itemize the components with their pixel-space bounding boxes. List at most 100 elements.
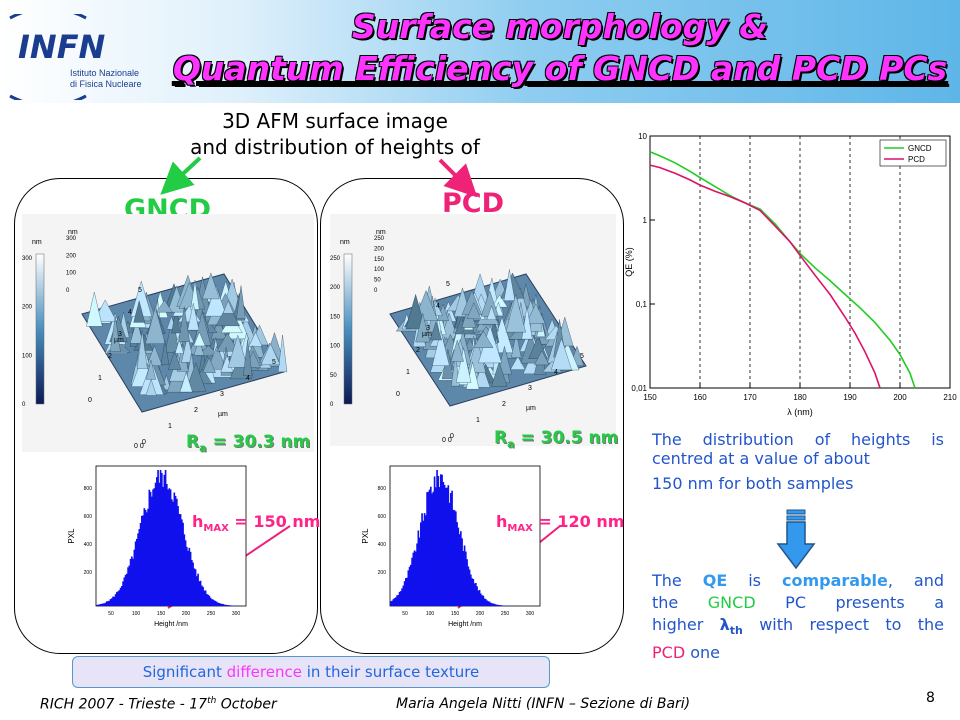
afm-y-tick: 3	[118, 331, 122, 338]
pcd-hmax: hMAX = 120 nm	[496, 512, 625, 535]
hist-bar	[144, 509, 147, 606]
hist-x-tick: 100	[426, 611, 435, 617]
hist-bar	[228, 605, 231, 606]
afm-peak	[145, 306, 166, 344]
hist-bar	[212, 599, 214, 606]
afm-peak	[222, 300, 234, 314]
hist-bar	[224, 604, 227, 606]
hist-bar	[161, 472, 163, 606]
afm-x-tick: 3	[528, 385, 532, 392]
afm-peak	[405, 293, 426, 330]
hist-x-tick: 200	[476, 611, 485, 617]
hist-y-tick: 800	[378, 486, 387, 492]
qe-y-tick: 1	[643, 216, 648, 225]
hist-bar	[463, 545, 466, 606]
hist-bar	[411, 557, 413, 606]
hist-bar	[226, 604, 228, 606]
hist-bar	[114, 594, 117, 606]
afm-peak	[174, 338, 184, 354]
afm-x-tick: 1	[476, 417, 480, 424]
afm-peak	[129, 319, 144, 344]
afm-peak	[473, 330, 494, 348]
gncd-pointer-arrow	[160, 156, 202, 195]
hist-bar	[417, 530, 420, 606]
afm-x-tick: 1	[168, 423, 172, 430]
hist-bar	[465, 551, 467, 606]
qe-y-tick: 0,1	[636, 300, 648, 309]
hist-x-label: Height /nm	[448, 621, 482, 628]
hist-bar	[395, 597, 397, 606]
hist-bar	[179, 514, 182, 606]
hist-bar	[149, 491, 152, 606]
hist-bar	[208, 595, 211, 606]
hist-bar	[106, 601, 108, 606]
afm-peak	[202, 356, 216, 373]
hist-bar	[116, 592, 118, 606]
hist-bar	[199, 580, 202, 606]
hist-bar	[397, 594, 400, 606]
afm-origin-label: 0 0	[442, 437, 452, 444]
hist-y-label: PXL	[361, 528, 370, 544]
hist-bar	[451, 490, 453, 606]
hist-bar	[473, 583, 476, 606]
afm-colorbar-tick: 100	[330, 344, 341, 350]
hist-bar	[113, 596, 116, 606]
gncd-height-histogram: 800 600 400 200 50 100 150 200 250 300 Height /nm P…	[67, 465, 247, 628]
afm-peak	[236, 285, 246, 319]
hist-bar	[428, 489, 431, 606]
afm-colorbar-tick: 200	[22, 305, 33, 311]
hist-bar	[229, 605, 232, 606]
afm-peak	[145, 359, 156, 380]
hist-bar	[447, 485, 450, 606]
afm-peak	[216, 332, 239, 352]
hist-bar	[138, 529, 141, 606]
hist-bar	[156, 477, 158, 606]
afm-y-tick: 2	[416, 347, 420, 354]
hist-bar	[206, 593, 208, 606]
hist-bar	[432, 491, 435, 606]
hist-bar	[497, 604, 500, 606]
hist-bar	[420, 522, 422, 606]
afm-caption: 3D AFM surface image and distribution of…	[150, 108, 520, 160]
hist-bar	[403, 581, 406, 606]
header-banner	[0, 0, 960, 103]
hist-x-tick: 50	[108, 611, 114, 617]
hist-bar	[450, 493, 452, 606]
hist-bar	[158, 482, 161, 606]
hist-bar	[181, 519, 183, 606]
hist-bar	[227, 605, 229, 606]
afm-peak	[136, 330, 148, 369]
p2-line2: the GNCD PC presents a	[652, 593, 944, 612]
afm-peak	[156, 299, 173, 313]
afm-peak	[179, 371, 193, 393]
hist-bar	[129, 558, 132, 606]
hist-bar	[211, 598, 213, 606]
hist-bar	[495, 604, 497, 606]
hist-bar	[187, 550, 189, 606]
hist-bar	[496, 604, 498, 606]
hist-y-label: PXL	[67, 528, 76, 544]
hist-bar	[393, 598, 396, 606]
hist-bar	[174, 495, 177, 606]
hist-bar	[486, 600, 488, 606]
right-paragraph-1: The distribution of heights is centred a…	[652, 430, 944, 493]
afm-colorbar-tick: 150	[330, 314, 341, 320]
hist-bar	[490, 602, 492, 606]
hist-bar	[485, 599, 487, 606]
hist-bar	[498, 605, 501, 606]
hist-bar	[491, 603, 493, 606]
hist-bar	[433, 476, 436, 606]
hist-bar	[128, 565, 131, 606]
afm-x-tick: 5	[272, 359, 276, 366]
afm-peak	[486, 305, 497, 320]
hist-bar	[412, 552, 415, 606]
afm-y-tick: 5	[446, 281, 450, 288]
hist-bar	[402, 585, 405, 606]
hist-bar	[471, 578, 473, 606]
gncd-hmax: hMAX = 150 nm	[192, 512, 321, 535]
footer-center: Maria Angela Nitti (INFN – Sezione di Ba…	[396, 696, 691, 712]
hist-bar	[452, 509, 455, 606]
hist-bar	[204, 590, 207, 606]
hist-bar	[219, 603, 222, 606]
hist-y-tick: 200	[378, 570, 387, 576]
